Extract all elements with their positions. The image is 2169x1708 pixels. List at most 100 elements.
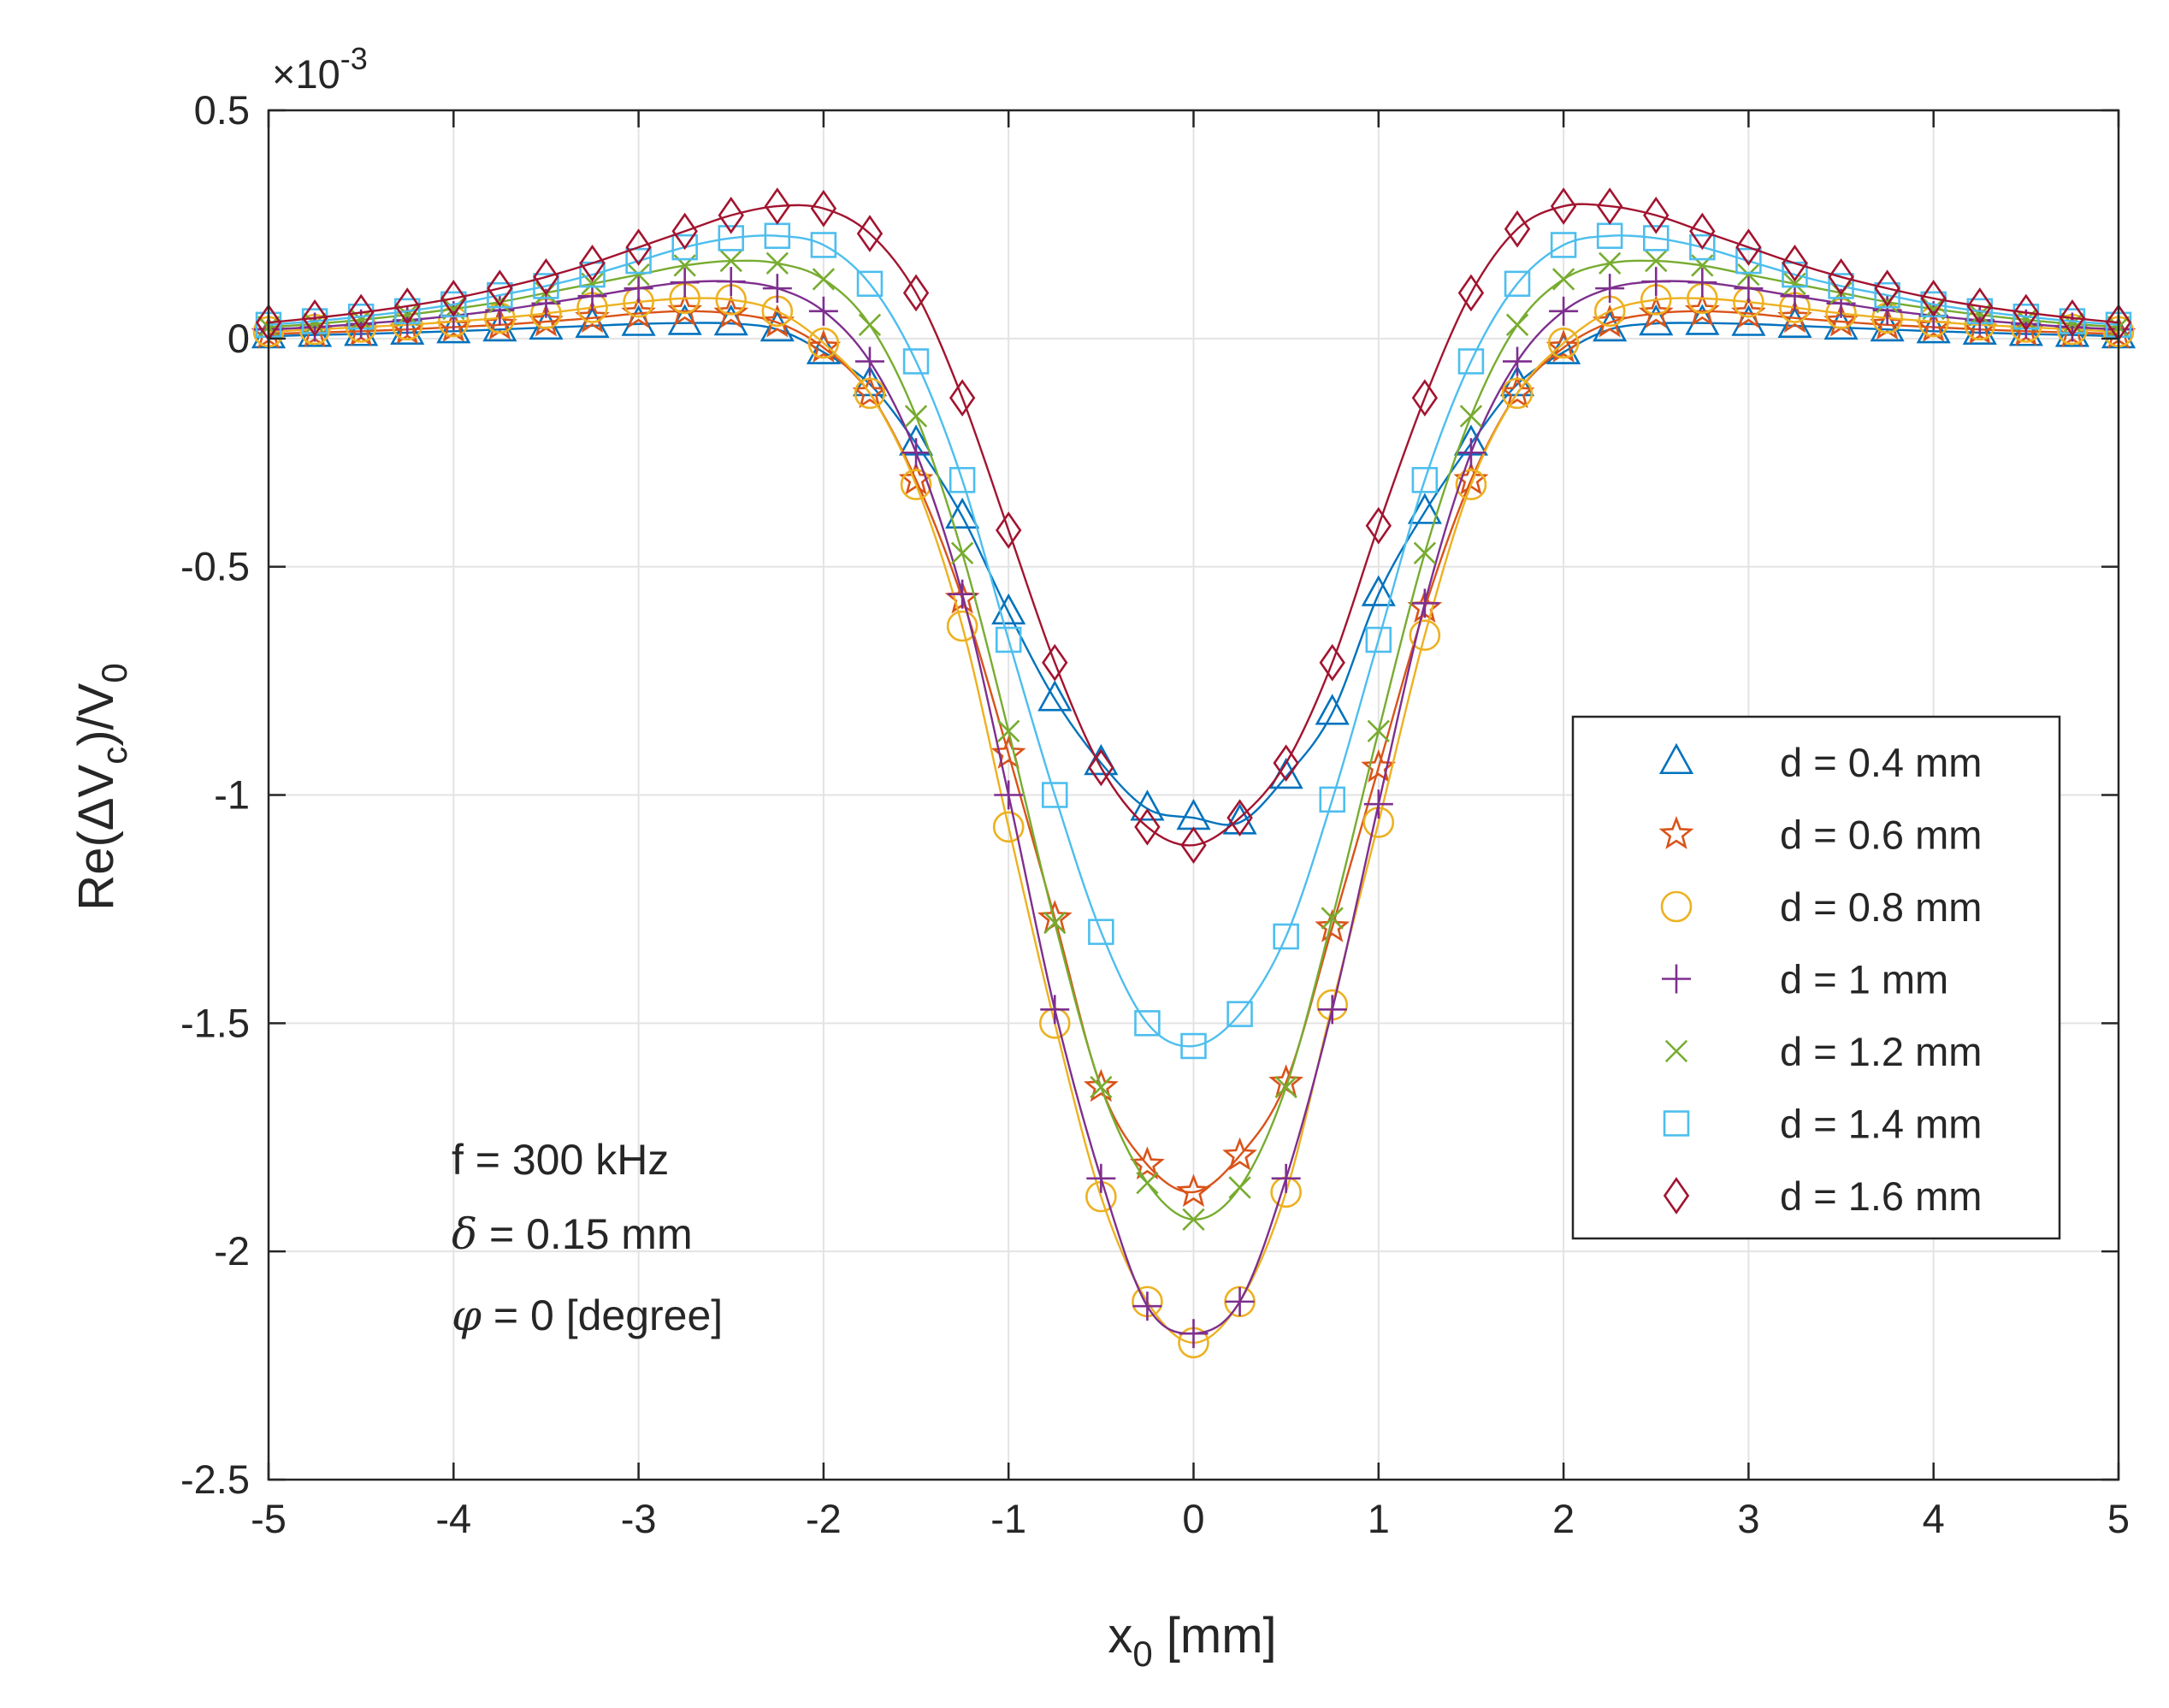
data-point: [1504, 270, 1531, 298]
data-point: [1317, 995, 1347, 1025]
data-point: [1228, 1176, 1251, 1199]
data-point: [1874, 269, 1900, 307]
data-point: [812, 268, 836, 291]
data-point: [992, 811, 1025, 843]
data-point: [810, 189, 837, 228]
data-point: [1179, 1319, 1209, 1349]
data-point: [627, 263, 650, 287]
legend-label: d = 1.2 mm: [1780, 1029, 1982, 1074]
legend-label: d = 1.6 mm: [1780, 1173, 1982, 1219]
data-point: [858, 313, 882, 336]
legend-entry: d = 1.6 mm: [1663, 1173, 1982, 1219]
data-point: [1735, 228, 1762, 266]
data-point: [533, 273, 559, 299]
data-point: [1319, 786, 1345, 813]
data-point: [575, 299, 610, 334]
data-point: [762, 274, 792, 304]
data-point: [718, 225, 744, 251]
data-point: [1361, 575, 1396, 606]
data-point: [854, 377, 886, 410]
data-point: [1550, 232, 1577, 258]
data-point: [1086, 1163, 1116, 1193]
data-point: [2012, 293, 2040, 332]
x-tick-label: -5: [251, 1496, 287, 1541]
data-point: [1920, 280, 1947, 317]
legend-entry: d = 1 mm: [1662, 957, 1948, 1002]
data-point: [1599, 251, 1622, 275]
data-point: [1643, 196, 1670, 234]
data-point: [301, 298, 328, 337]
data-point: [1966, 287, 1993, 325]
data-point: [1271, 1163, 1301, 1193]
legend-label: d = 0.4 mm: [1780, 740, 1982, 785]
y-tick-label: -1: [214, 772, 250, 818]
delta-symbol: δ: [452, 1209, 477, 1259]
data-point: [1088, 919, 1114, 945]
data-point: [994, 780, 1024, 810]
y-axis-label: Re(ΔVc)/V0: [68, 663, 134, 910]
data-point: [945, 497, 980, 529]
legend-label: d = 1 mm: [1780, 957, 1948, 1002]
data-point: [719, 249, 742, 273]
legend-marker: [1658, 742, 1694, 775]
y-tick-label: -2.5: [180, 1457, 250, 1502]
data-point: [1134, 808, 1161, 846]
data-point: [1549, 296, 1579, 326]
x-tick-label: 1: [1368, 1496, 1390, 1541]
legend-marker: [1662, 964, 1691, 994]
data-point: [1090, 1075, 1113, 1099]
data-point: [946, 610, 978, 642]
x-tick-label: 4: [1923, 1496, 1945, 1541]
series-line: [268, 203, 2119, 847]
series-layer: [251, 187, 2136, 1359]
data-point: [671, 212, 698, 251]
data-point: [901, 438, 931, 468]
data-point: [1737, 263, 1760, 287]
data-point: [902, 348, 930, 375]
data-point: [1645, 249, 1668, 273]
legend-entry: d = 1.2 mm: [1664, 1029, 1982, 1074]
ticks: [267, 109, 2120, 1481]
legend: d = 0.4 mm d = 0.6 mm d = 0.8 mm d = 1 mm d …: [1571, 715, 2061, 1240]
data-point: [625, 228, 652, 266]
series-square: [255, 222, 2132, 1060]
data-point: [1501, 377, 1534, 410]
data-point: [1777, 299, 1812, 334]
data-point: [1828, 257, 1854, 296]
data-point: [810, 232, 837, 258]
x-tick-label: -1: [990, 1496, 1026, 1541]
legend-marker: [1663, 1177, 1690, 1215]
data-point: [1365, 626, 1392, 653]
data-point: [346, 309, 376, 339]
data-point: [1455, 469, 1487, 500]
data-point: [1042, 782, 1068, 808]
data-point: [1641, 267, 1671, 297]
data-point: [1828, 273, 1854, 299]
y-tick-label: -0.5: [180, 544, 250, 589]
data-point: [1136, 1171, 1159, 1195]
data-point: [950, 541, 974, 564]
data-point: [1180, 1032, 1207, 1060]
data-point: [1689, 233, 1716, 261]
y-tick-label: -2: [214, 1228, 250, 1274]
data-point: [1315, 908, 1350, 943]
data-point: [670, 268, 700, 298]
data-point: [997, 719, 1020, 742]
data-point: [1504, 210, 1531, 248]
data-point: [1457, 274, 1485, 312]
data-point: [1037, 680, 1073, 712]
data-point: [621, 295, 657, 328]
data-point: [1551, 268, 1575, 291]
data-point: [765, 251, 789, 275]
data-point: [718, 196, 744, 234]
data-point: [1365, 506, 1392, 545]
data-point: [1274, 1075, 1297, 1099]
data-point: [764, 187, 791, 225]
data-point: [996, 511, 1022, 549]
data-point: [716, 267, 746, 297]
data-point: [624, 274, 653, 304]
legend-entry: d = 0.8 mm: [1660, 884, 1982, 930]
data-point: [1411, 379, 1439, 417]
data-point: [1040, 995, 1070, 1025]
